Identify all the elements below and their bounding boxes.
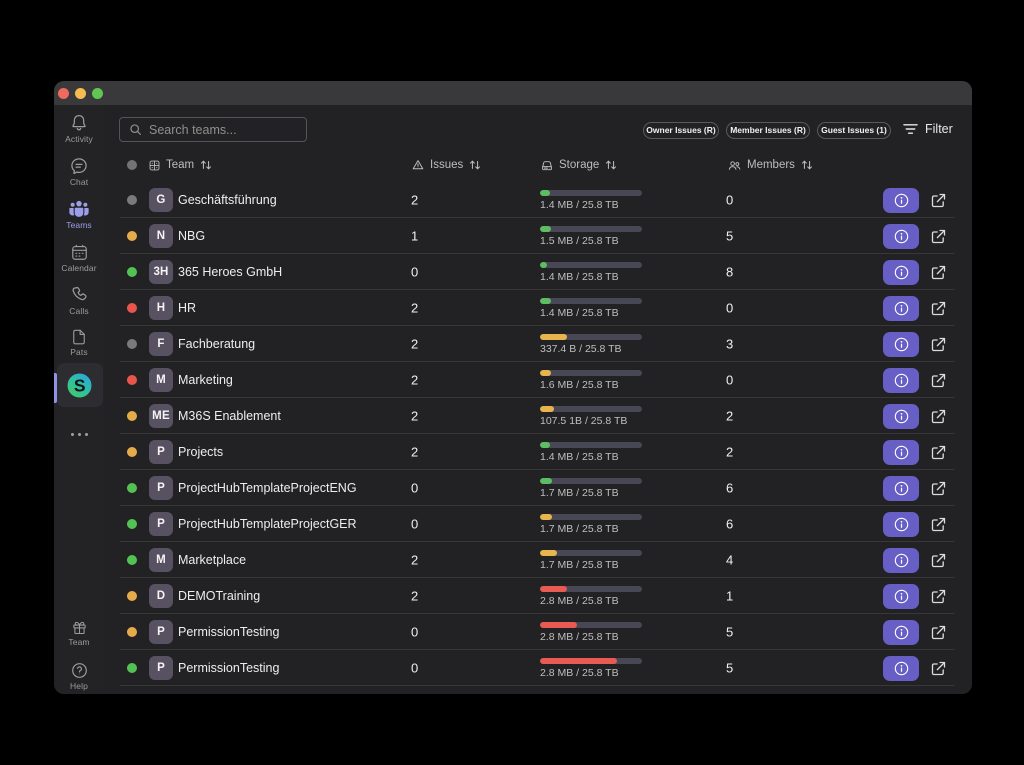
svg-text:S: S <box>73 375 85 395</box>
